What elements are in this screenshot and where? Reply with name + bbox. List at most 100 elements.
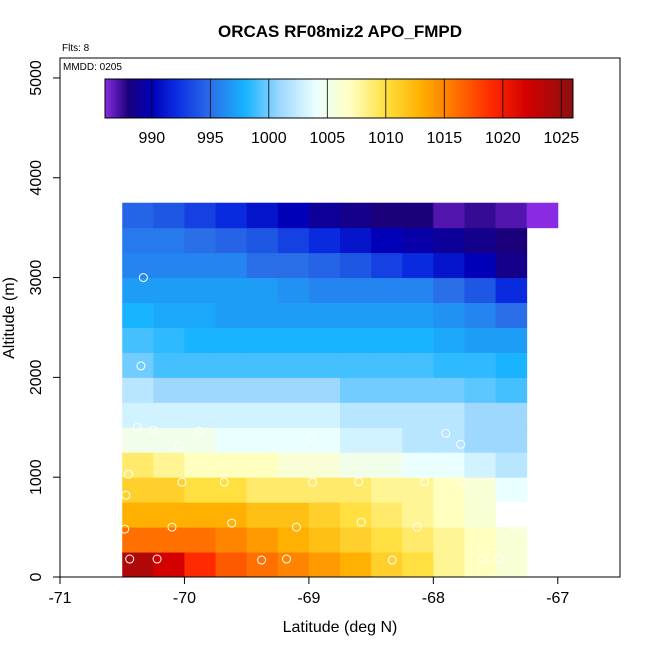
heatmap-cell bbox=[246, 527, 279, 553]
x-tick-label: -68 bbox=[422, 590, 445, 607]
heatmap-cell bbox=[464, 377, 497, 403]
heatmap-cell bbox=[495, 402, 528, 428]
heatmap-cell bbox=[308, 477, 341, 503]
flight-point bbox=[257, 555, 267, 565]
heatmap-cell bbox=[122, 377, 154, 403]
heatmap-cell bbox=[371, 527, 403, 553]
heatmap-cell bbox=[215, 352, 248, 378]
heatmap-cell bbox=[464, 402, 497, 428]
heatmap-cell bbox=[246, 502, 279, 528]
heatmap-cell bbox=[402, 452, 434, 478]
heatmap-cell bbox=[495, 327, 528, 353]
heatmap-cell bbox=[371, 477, 403, 503]
x-axis: -71 -70 -69 -68 -67 bbox=[48, 577, 569, 607]
heatmap-cell bbox=[464, 202, 497, 229]
heatmap-cell bbox=[464, 352, 497, 378]
flight-point bbox=[194, 426, 204, 436]
heatmap-cell bbox=[246, 302, 279, 328]
heatmap-cell bbox=[246, 402, 279, 428]
heatmap-cell bbox=[308, 327, 341, 353]
heatmap-cell bbox=[308, 277, 341, 304]
heatmap-cell bbox=[340, 202, 372, 229]
heatmap-cell bbox=[277, 527, 310, 553]
x-tick-label: -69 bbox=[297, 590, 320, 607]
heatmap-cell bbox=[433, 302, 465, 328]
heatmap-cell bbox=[402, 477, 434, 503]
colorbar-tick-label: 1010 bbox=[368, 130, 404, 147]
colorbar-tick-label: 1005 bbox=[310, 130, 346, 147]
flight-point bbox=[125, 554, 135, 564]
heatmap-cell bbox=[122, 552, 154, 578]
heatmap-cell bbox=[464, 327, 497, 353]
flight-point bbox=[138, 273, 148, 283]
colorbar-tick-label: 1025 bbox=[544, 130, 580, 147]
heatmap-cell bbox=[433, 452, 465, 478]
flight-point bbox=[387, 555, 397, 565]
heatmap-cell bbox=[153, 377, 185, 403]
x-axis-label: Latitude (deg N) bbox=[283, 619, 398, 636]
y-tick-label: 0 bbox=[28, 572, 45, 581]
heatmap-cell bbox=[153, 227, 185, 254]
flight-point bbox=[308, 477, 318, 487]
heatmap-cell bbox=[464, 502, 497, 528]
plot-frame bbox=[59, 57, 621, 578]
heatmap-cell bbox=[371, 302, 403, 328]
heatmap-cell bbox=[371, 327, 403, 353]
heatmap-cell bbox=[495, 302, 528, 328]
flight-point bbox=[291, 522, 301, 532]
heatmap-cell bbox=[308, 202, 341, 229]
heatmap-cell bbox=[308, 352, 341, 378]
heatmap-cell bbox=[433, 552, 465, 578]
heatmap-cell bbox=[153, 477, 185, 503]
colorbar-tick-label: 995 bbox=[197, 130, 224, 147]
heatmap-cell bbox=[122, 252, 154, 279]
heatmap-cell bbox=[371, 252, 403, 279]
heatmap-cell bbox=[402, 402, 434, 428]
heatmap-cell bbox=[153, 277, 185, 304]
x-tick-label: -67 bbox=[546, 590, 569, 607]
flight-point bbox=[136, 361, 146, 371]
heatmap-cell bbox=[215, 552, 248, 578]
heatmap-cell bbox=[495, 227, 528, 254]
heatmap-cell bbox=[184, 402, 217, 428]
heatmap-cell bbox=[402, 377, 434, 403]
heatmap-cell bbox=[184, 227, 217, 254]
heatmap-cell bbox=[184, 452, 217, 478]
heatmap-cell bbox=[402, 502, 434, 528]
heatmap-cell bbox=[277, 402, 310, 428]
heatmap-cell bbox=[215, 252, 248, 279]
flight-point bbox=[132, 422, 142, 432]
y-tick-label: 5000 bbox=[28, 60, 45, 96]
heatmap-cell bbox=[277, 202, 310, 229]
heatmap-cell bbox=[495, 202, 528, 229]
heatmap-cell bbox=[184, 427, 217, 453]
heatmap-cell bbox=[433, 227, 465, 254]
heatmap-cell bbox=[371, 552, 403, 578]
heatmap-cell bbox=[184, 327, 217, 353]
heatmap-cell bbox=[184, 352, 217, 378]
heatmap-cell bbox=[371, 352, 403, 378]
heatmap-cell bbox=[215, 477, 248, 503]
heatmap-cell bbox=[340, 227, 372, 254]
heatmap-cell bbox=[184, 377, 217, 403]
heatmap-cell bbox=[184, 502, 217, 528]
flight-point bbox=[146, 186, 156, 196]
heatmap-cell bbox=[122, 352, 154, 378]
heatmap-cell bbox=[246, 202, 279, 229]
heatmap-cell bbox=[433, 527, 465, 553]
flight-point bbox=[457, 476, 467, 486]
heatmap-cell bbox=[464, 302, 497, 328]
heatmap-cell bbox=[308, 502, 341, 528]
colorbar-tick-label: 1020 bbox=[485, 130, 521, 147]
heatmap-cell bbox=[402, 302, 434, 328]
heatmap-cell bbox=[246, 352, 279, 378]
heatmap-cell bbox=[340, 302, 372, 328]
heatmap-cell bbox=[340, 552, 372, 578]
heatmap-cell bbox=[277, 552, 310, 578]
heatmap-cell bbox=[340, 277, 372, 304]
heatmap-cell bbox=[464, 527, 497, 553]
heatmap-cell bbox=[277, 477, 310, 503]
heatmap-cell bbox=[433, 277, 465, 304]
heatmap-cell bbox=[184, 277, 217, 304]
